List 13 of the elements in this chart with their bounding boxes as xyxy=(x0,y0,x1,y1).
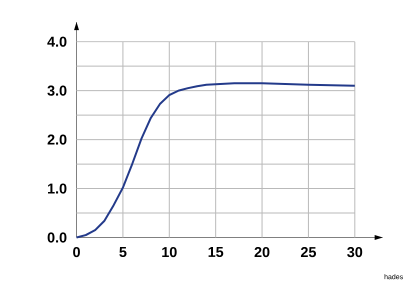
x-tick-label: 10 xyxy=(162,247,177,258)
x-tick-label: 20 xyxy=(254,247,270,258)
y-tick-label: 1.0 xyxy=(48,184,66,194)
y-tick-label: 2.0 xyxy=(48,134,66,145)
y-tick-label: 3.0 xyxy=(47,86,66,96)
x-tick-label: 0 xyxy=(73,247,80,258)
line-series xyxy=(76,82,356,239)
x-tick-label: 15 xyxy=(208,247,224,258)
y-tick-label: 0.0 xyxy=(48,232,66,243)
y-tick-label: 4.0 xyxy=(47,36,66,47)
x-tick-label: 25 xyxy=(300,247,316,258)
x-tick-label: 5 xyxy=(119,247,126,258)
x-tick-label: 30 xyxy=(347,247,362,258)
